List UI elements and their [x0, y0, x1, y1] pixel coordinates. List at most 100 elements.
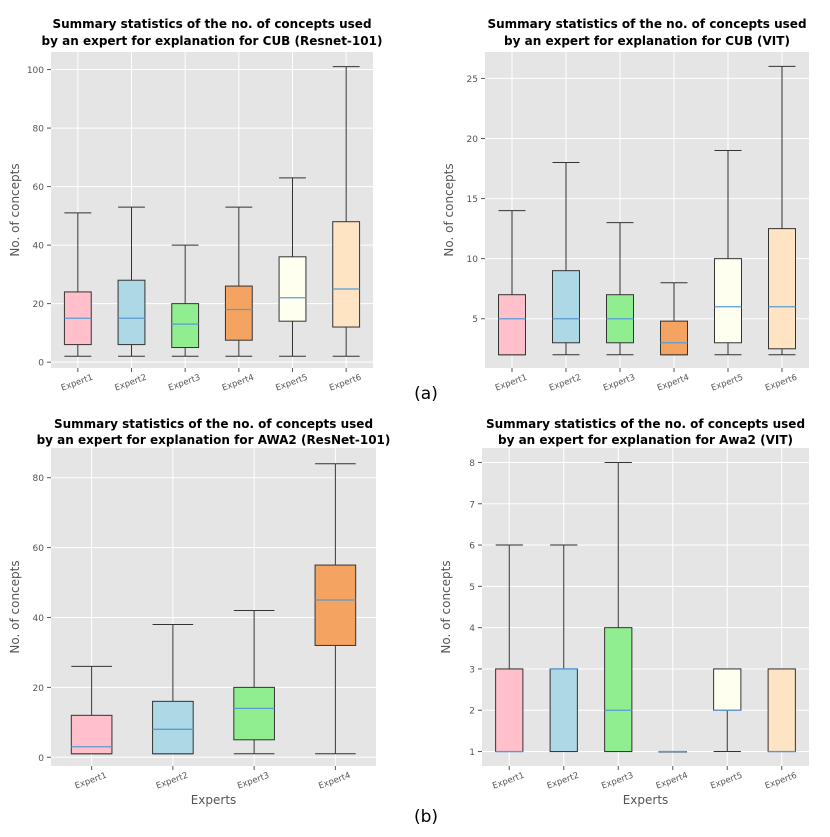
chart-title-line: Summary statistics of the no. of concept…	[52, 17, 371, 31]
y-tick-label: 40	[33, 242, 45, 252]
y-tick-label: 40	[33, 614, 45, 624]
chart-title-line: by an expert for explanation for CUB (Re…	[42, 34, 383, 48]
y-axis-label: No. of concepts	[8, 560, 22, 653]
chart-title-line: Summary statistics of the no. of concept…	[487, 17, 806, 31]
y-tick-label: 0	[38, 359, 44, 369]
y-tick-label: 4	[469, 624, 475, 634]
y-tick-label: 60	[33, 544, 45, 554]
box-expert6	[332, 66, 361, 357]
box-expert2	[152, 623, 194, 755]
y-tick-label: 20	[33, 684, 45, 694]
box-expert5	[278, 177, 307, 357]
box-expert1	[70, 665, 113, 755]
box-iqr	[713, 668, 742, 711]
chart-title-line: by an expert for explanation for CUB (VI…	[504, 34, 790, 48]
y-tick-label: 20	[33, 300, 45, 310]
box-expert3	[171, 244, 200, 357]
y-tick-label: 8	[469, 459, 475, 469]
y-tick-label: 5	[472, 315, 478, 325]
y-tick-label: 6	[469, 542, 475, 552]
y-tick-label: 100	[27, 66, 44, 76]
box-iqr	[233, 686, 275, 741]
y-tick-label: 2	[469, 707, 475, 717]
plot-area	[482, 448, 809, 766]
box-expert4	[658, 750, 687, 753]
box-iqr	[278, 256, 307, 322]
x-tick-label: Expert3	[600, 771, 635, 792]
box-iqr	[660, 320, 688, 356]
x-tick-label: Expert2	[546, 771, 581, 792]
box-expert2	[552, 162, 580, 356]
y-tick-label: 80	[33, 474, 45, 484]
box-expert4	[314, 463, 357, 755]
box-iqr	[498, 294, 526, 356]
y-tick-label: 20	[467, 135, 479, 145]
x-tick-label: Expert5	[710, 373, 745, 394]
x-tick-label: Expert1	[491, 771, 526, 792]
box-iqr	[152, 700, 194, 755]
x-tick-label: Expert6	[764, 373, 799, 394]
box-expert5	[713, 668, 742, 753]
box-iqr	[171, 303, 200, 349]
chart-title-line: by an expert for explanation for Awa2 (V…	[498, 433, 793, 447]
box-expert2	[549, 544, 578, 753]
x-tick-label: Expert5	[709, 771, 744, 792]
box-expert1	[495, 544, 524, 753]
y-tick-label: 80	[33, 125, 45, 135]
box-expert3	[606, 222, 634, 356]
x-tick-label: Expert1	[494, 373, 529, 394]
box-iqr	[768, 228, 796, 350]
y-tick-label: 10	[467, 255, 479, 265]
box-iqr	[332, 221, 361, 328]
x-tick-label: Expert2	[113, 373, 148, 394]
plot-area	[485, 52, 809, 368]
box-iqr	[549, 668, 578, 753]
x-tick-label: Expert5	[274, 373, 309, 394]
y-tick-label: 60	[33, 183, 45, 193]
box-expert6	[768, 65, 796, 356]
x-tick-label: Expert6	[764, 771, 799, 792]
chart-title-line: by an expert for explanation for AWA2 (R…	[37, 433, 391, 447]
box-expert2	[117, 206, 146, 357]
plot-area	[51, 52, 373, 368]
chart-cub-resnet: 0 20 40 60 80 100 Expert1 Expert2 Expert3 Expert4…	[8, 17, 382, 394]
box-expert1	[63, 212, 92, 357]
y-tick-label: 15	[467, 195, 478, 205]
y-tick-label: 3	[469, 665, 475, 675]
box-expert3	[604, 461, 633, 753]
x-tick-label: Expert1	[74, 771, 109, 792]
x-tick-label: Expert2	[155, 771, 190, 792]
box-iqr	[767, 668, 796, 753]
y-tick-label: 5	[469, 583, 475, 593]
x-tick-label: Expert4	[656, 373, 691, 394]
box-expert3	[233, 609, 275, 755]
x-tick-label: Expert2	[548, 373, 583, 394]
x-tick-label: Expert3	[167, 373, 202, 394]
box-expert6	[767, 668, 796, 753]
x-tick-label: Expert6	[328, 373, 363, 394]
chart-title-line: Summary statistics of the no. of concept…	[54, 417, 373, 431]
y-tick-label: 7	[469, 500, 475, 510]
chart-cub-vit: 5 10 15 20 25 Expert1 Expert2 Expert3 Expert4 Exp…	[442, 17, 809, 394]
box-iqr	[604, 627, 633, 753]
panel-label-a: (a)	[414, 384, 438, 404]
y-axis-label: No. of concepts	[439, 560, 453, 653]
box-iqr	[117, 279, 146, 346]
box-expert4	[660, 282, 688, 356]
box-iqr	[314, 564, 357, 646]
chart-title-line: Summary statistics of the no. of concept…	[486, 417, 805, 431]
box-iqr	[224, 285, 253, 341]
box-iqr	[552, 270, 580, 344]
box-iqr	[495, 668, 524, 753]
x-tick-label: Expert4	[221, 373, 256, 394]
box-expert1	[498, 210, 526, 356]
box-expert5	[714, 150, 742, 356]
y-axis-label: No. of concepts	[442, 163, 456, 256]
y-tick-label: 25	[467, 75, 478, 85]
y-tick-label: 1	[469, 748, 475, 758]
y-axis-label: No. of concepts	[8, 163, 22, 256]
x-tick-label: Expert1	[60, 373, 95, 394]
x-tick-label: Expert3	[602, 373, 637, 394]
